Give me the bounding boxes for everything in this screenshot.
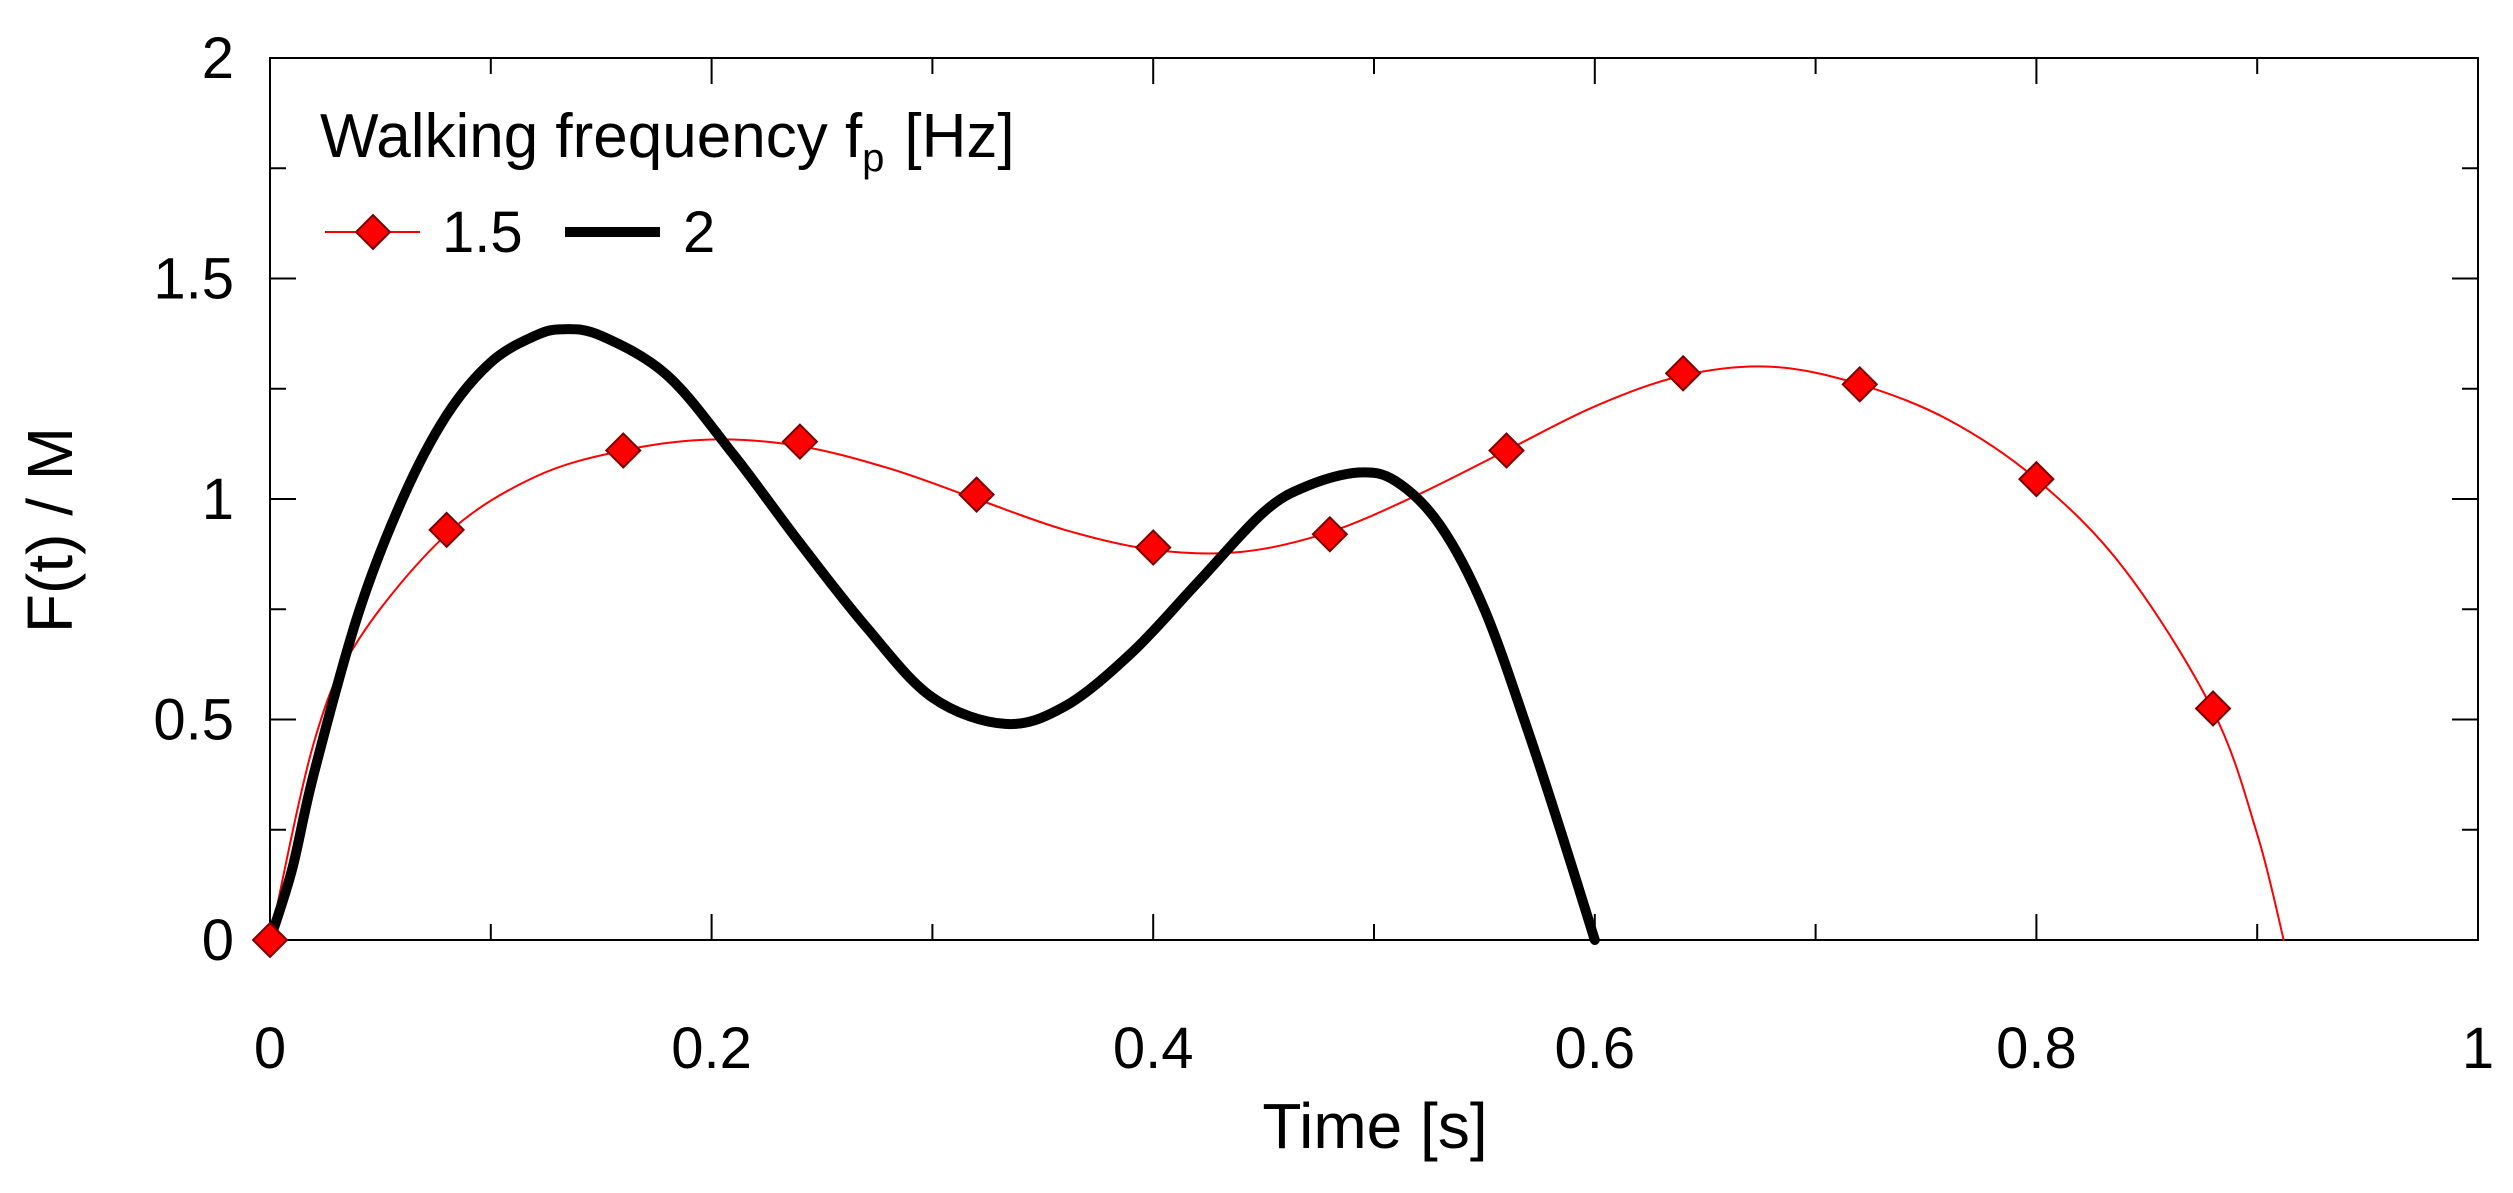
series-2-line: [265, 324, 1600, 945]
series-1-point: [428, 511, 466, 549]
legend-title-main: Walking frequency f: [320, 102, 863, 171]
tick-labels: 0 0.2 0.4 0.6 0.8 1 0 0.5 1 1.5 2: [153, 26, 2494, 1081]
series-1-point: [1311, 515, 1349, 553]
plot-area: [269, 57, 2479, 941]
legend-title-subscript: p: [862, 136, 884, 180]
plot-frame: [269, 57, 2479, 941]
x-tick-label: 0: [254, 1016, 286, 1081]
series-1-point: [2018, 460, 2055, 498]
series-1-point: [251, 921, 289, 959]
x-tick-label: 1: [2462, 1016, 2494, 1081]
legend-title: Walking frequency fp [Hz]: [320, 102, 1015, 180]
series-1-point: [781, 423, 819, 461]
series-1-point: [1488, 432, 1525, 469]
legend-label-series-1: 1.5: [442, 200, 523, 265]
series-markers: [251, 354, 2232, 959]
y-tick-label: 1: [202, 467, 234, 532]
x-axis-title: Time [s]: [1262, 1090, 1487, 1162]
series-1-point: [1841, 365, 1879, 403]
series-1-point: [1664, 354, 1702, 392]
x-tick-label: 0.4: [1113, 1016, 1194, 1081]
series-1-point: [1134, 529, 1172, 566]
y-tick-label: 1.5: [153, 247, 234, 312]
y-tick-label: 0: [202, 908, 234, 973]
legend-marker-series-1: [354, 213, 392, 251]
x-tick-label: 0.6: [1554, 1016, 1635, 1081]
series-lines: [265, 324, 2285, 945]
y-tick-label: 2: [202, 26, 234, 91]
legend: Walking frequency fp [Hz] 1.5 2: [320, 102, 1015, 265]
legend-label-series-2: 2: [683, 200, 715, 265]
axis-ticks: [269, 57, 2479, 941]
series-1-point: [958, 476, 995, 513]
series-1-point: [2194, 690, 2232, 727]
y-tick-label: 0.5: [153, 688, 234, 753]
series-1-point: [604, 432, 642, 469]
x-tick-label: 0.2: [671, 1016, 752, 1081]
series-1-line: [269, 365, 2285, 941]
y-axis-title: F(t) / M: [14, 427, 86, 633]
legend-title-suffix: [Hz]: [904, 102, 1014, 171]
x-tick-label: 0.8: [1996, 1016, 2077, 1081]
